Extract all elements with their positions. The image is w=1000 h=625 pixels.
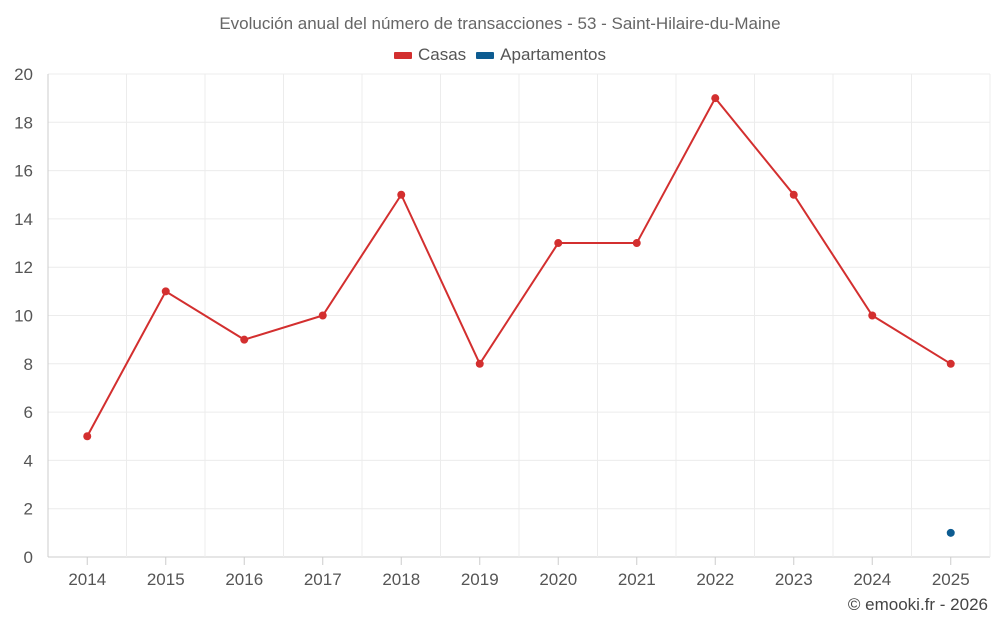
chart-title: Evolución anual del número de transaccio… — [219, 14, 781, 33]
y-tick-label: 6 — [24, 403, 33, 422]
credit-text: © emooki.fr - 2026 — [847, 595, 988, 614]
data-point-apartamentos — [946, 528, 955, 537]
data-point-casas — [868, 311, 877, 320]
y-tick-label: 14 — [14, 210, 33, 229]
data-point-casas — [789, 190, 798, 199]
data-point-casas — [318, 311, 327, 320]
x-tick-label: 2024 — [853, 570, 891, 589]
grid — [47, 73, 991, 558]
y-tick-label: 12 — [14, 258, 33, 277]
x-tick-label: 2019 — [461, 570, 499, 589]
y-tick-label: 2 — [24, 500, 33, 519]
legend-swatch-casas — [393, 51, 412, 59]
legend-label-casas: Casas — [417, 45, 467, 64]
x-tick-label: 2023 — [775, 570, 813, 589]
legend-swatch-apartamentos — [476, 51, 495, 59]
x-tick-label: 2015 — [147, 570, 185, 589]
data-point-casas — [711, 94, 720, 103]
axes: 0 2 4 6 8 10 12 14 16 18 20 2014 2015 2016 2017 2018 201… — [14, 65, 970, 589]
legend-item-apartamentos[interactable]: Apartamentos — [476, 45, 606, 65]
y-tick-label: 20 — [14, 65, 33, 84]
series — [83, 94, 955, 537]
x-tick-label: 2025 — [932, 570, 970, 589]
y-tick-label: 8 — [24, 355, 33, 374]
data-point-casas — [240, 335, 249, 344]
data-point-casas — [161, 287, 170, 296]
x-tick-label: 2014 — [68, 570, 106, 589]
data-point-casas — [946, 359, 955, 368]
data-point-casas — [554, 239, 563, 248]
x-tick-label: 2016 — [225, 570, 263, 589]
x-tick-label: 2022 — [696, 570, 734, 589]
y-tick-label: 10 — [14, 307, 33, 326]
x-tick-label: 2018 — [382, 570, 420, 589]
data-point-casas — [475, 359, 484, 368]
x-tick-label: 2021 — [618, 570, 656, 589]
data-point-casas — [397, 190, 406, 199]
data-point-casas — [83, 432, 92, 441]
legend-item-casas[interactable]: Casas — [393, 45, 467, 65]
y-tick-label: 0 — [24, 548, 33, 567]
x-tick-label: 2020 — [539, 570, 577, 589]
y-tick-label: 16 — [14, 162, 33, 181]
series-line-casas — [86, 96, 952, 437]
y-tick-label: 18 — [14, 113, 33, 132]
legend-label-apartamentos: Apartamentos — [500, 45, 607, 64]
legend: Casas Apartamentos — [0, 45, 1000, 65]
data-point-casas — [632, 239, 641, 248]
y-tick-label: 4 — [24, 451, 33, 470]
x-tick-label: 2017 — [304, 570, 342, 589]
